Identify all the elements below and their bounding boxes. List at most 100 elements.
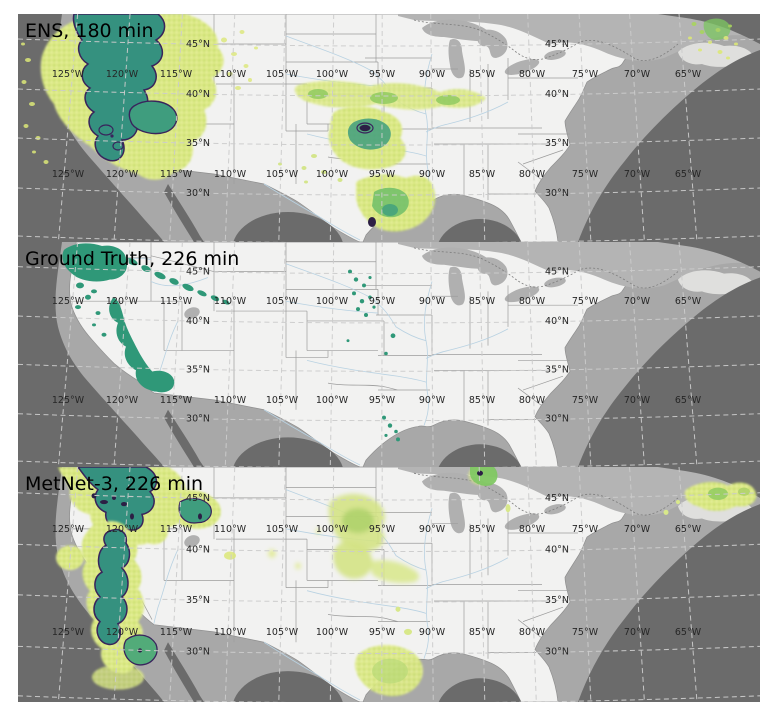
- grid-labels-layer: 125°W 120°W 115°W 110°W 105°W 100°W 95°W 90°W 85…: [52, 493, 702, 658]
- grid-label: 40°N: [186, 316, 210, 327]
- grid-label: 70°W: [624, 395, 651, 406]
- grid-label: 115°W: [160, 69, 193, 80]
- gridline: [18, 645, 760, 655]
- grid-label: 85°W: [469, 169, 496, 180]
- grid-label: 70°W: [624, 524, 651, 535]
- gridline: [678, 14, 698, 242]
- gridline: [224, 467, 236, 702]
- gridline: [527, 14, 537, 242]
- grid-label: 125°W: [52, 69, 85, 80]
- gridline: [329, 242, 335, 467]
- mn-ozark-speck: [395, 606, 401, 612]
- gridline: [18, 315, 760, 324]
- grid-label: 95°W: [369, 296, 396, 307]
- grid-label: 30°N: [545, 646, 569, 657]
- grid-label: 110°W: [214, 169, 247, 180]
- grid-label: 125°W: [52, 395, 85, 406]
- grid-label: 65°W: [675, 524, 702, 535]
- grid-label: 80°W: [519, 524, 546, 535]
- grid-label: 30°N: [545, 188, 569, 199]
- mn-maritimes-green2: [738, 487, 750, 496]
- ens-precip: [21, 14, 738, 232]
- grid-label: 35°N: [545, 364, 569, 375]
- grid-label: 110°W: [214, 524, 247, 535]
- panel-metnet3: 125°W 120°W 115°W 110°W 105°W 100°W 95°W 90°W 85…: [18, 467, 760, 702]
- grid-label: 90°W: [419, 627, 446, 638]
- grid-label: 110°W: [214, 395, 247, 406]
- grid-label: 85°W: [469, 395, 496, 406]
- grid-label: 100°W: [316, 627, 349, 638]
- grid-label: 35°N: [545, 595, 569, 606]
- gridline: [169, 242, 183, 467]
- grid-label: 80°W: [519, 395, 546, 406]
- panel-title: Ground Truth, 226 min: [25, 248, 240, 270]
- grid-label: 105°W: [266, 296, 299, 307]
- mn-california-core: [93, 528, 131, 646]
- gt-california-specks: [92, 311, 107, 337]
- ens-kansas-contour: [356, 122, 374, 134]
- grid-label: 105°W: [266, 169, 299, 180]
- gridline: [18, 88, 760, 97]
- grid-label: 75°W: [572, 69, 599, 80]
- metnet3-map: 125°W 120°W 115°W 110°W 105°W 100°W 95°W 90°W 85…: [18, 467, 760, 702]
- gt-midwest-specks: [346, 269, 396, 356]
- grid-label: 40°N: [545, 89, 569, 100]
- grid-label: 90°W: [419, 395, 446, 406]
- mn-quebec-speck: [663, 509, 669, 515]
- grid-label: 105°W: [266, 69, 299, 80]
- ens-inner-contours: [98, 124, 124, 151]
- gridline: [278, 14, 286, 242]
- grid-label: 45°N: [186, 39, 210, 50]
- gridline: [678, 467, 698, 702]
- grid-labels-layer: 125°W 120°W 115°W 110°W 105°W 100°W 95°W 90°W 85…: [52, 39, 702, 199]
- grid-label: 110°W: [214, 69, 247, 80]
- mn-nebraska-green-core: [342, 508, 374, 533]
- gridline: [113, 14, 131, 242]
- gridline: [18, 137, 760, 146]
- grid-label: 95°W: [369, 169, 396, 180]
- ens-plains-green-patches: [308, 89, 460, 105]
- grid-label: 105°W: [266, 627, 299, 638]
- gridline: [430, 242, 434, 467]
- grid-label: 75°W: [572, 395, 599, 406]
- gridline: [430, 467, 434, 702]
- mn-louisiana-green: [372, 658, 408, 684]
- grid-label: 115°W: [160, 169, 193, 180]
- ens-kansas-core: [347, 118, 391, 150]
- gt-oregon-bits: [75, 282, 97, 310]
- ens-map: 125°W 120°W 115°W 110°W 105°W 100°W 95°W 90°W 85…: [18, 14, 760, 242]
- gridline: [18, 235, 760, 242]
- grid-label: 45°N: [545, 267, 569, 278]
- gridline: [169, 467, 183, 702]
- grid-label: 75°W: [572, 296, 599, 307]
- grid-label: 85°W: [469, 69, 496, 80]
- grid-label: 35°N: [186, 595, 210, 606]
- mn-idaho-purple-tick: [198, 513, 202, 520]
- gridline: [18, 187, 760, 196]
- mn-south-halo: [92, 664, 144, 690]
- mn-yellow-tick: [505, 504, 511, 513]
- metnet3-precip: [56, 467, 757, 697]
- gridline: [578, 14, 592, 242]
- gridline: [329, 467, 335, 702]
- grid-label: 80°W: [519, 296, 546, 307]
- grid-label: 100°W: [316, 69, 349, 80]
- grid-label: 40°N: [186, 89, 210, 100]
- gridline: [18, 266, 760, 275]
- gridlines-layer: [18, 467, 760, 702]
- grid-label: 45°N: [186, 493, 210, 504]
- grid-label: 120°W: [106, 627, 139, 638]
- grid-label: 65°W: [675, 69, 702, 80]
- gridline: [169, 14, 183, 242]
- grid-label: 70°W: [624, 627, 651, 638]
- ground-truth-precip: [62, 243, 400, 442]
- gridline: [18, 492, 760, 501]
- mn-arkansas-speck: [404, 628, 412, 636]
- grid-label: 90°W: [419, 69, 446, 80]
- grid-label: 100°W: [316, 296, 349, 307]
- grid-label: 120°W: [106, 69, 139, 80]
- grid-label: 65°W: [675, 169, 702, 180]
- gridline: [18, 695, 760, 702]
- ens-inner-dot: [110, 134, 114, 138]
- grid-label: 45°N: [186, 267, 210, 278]
